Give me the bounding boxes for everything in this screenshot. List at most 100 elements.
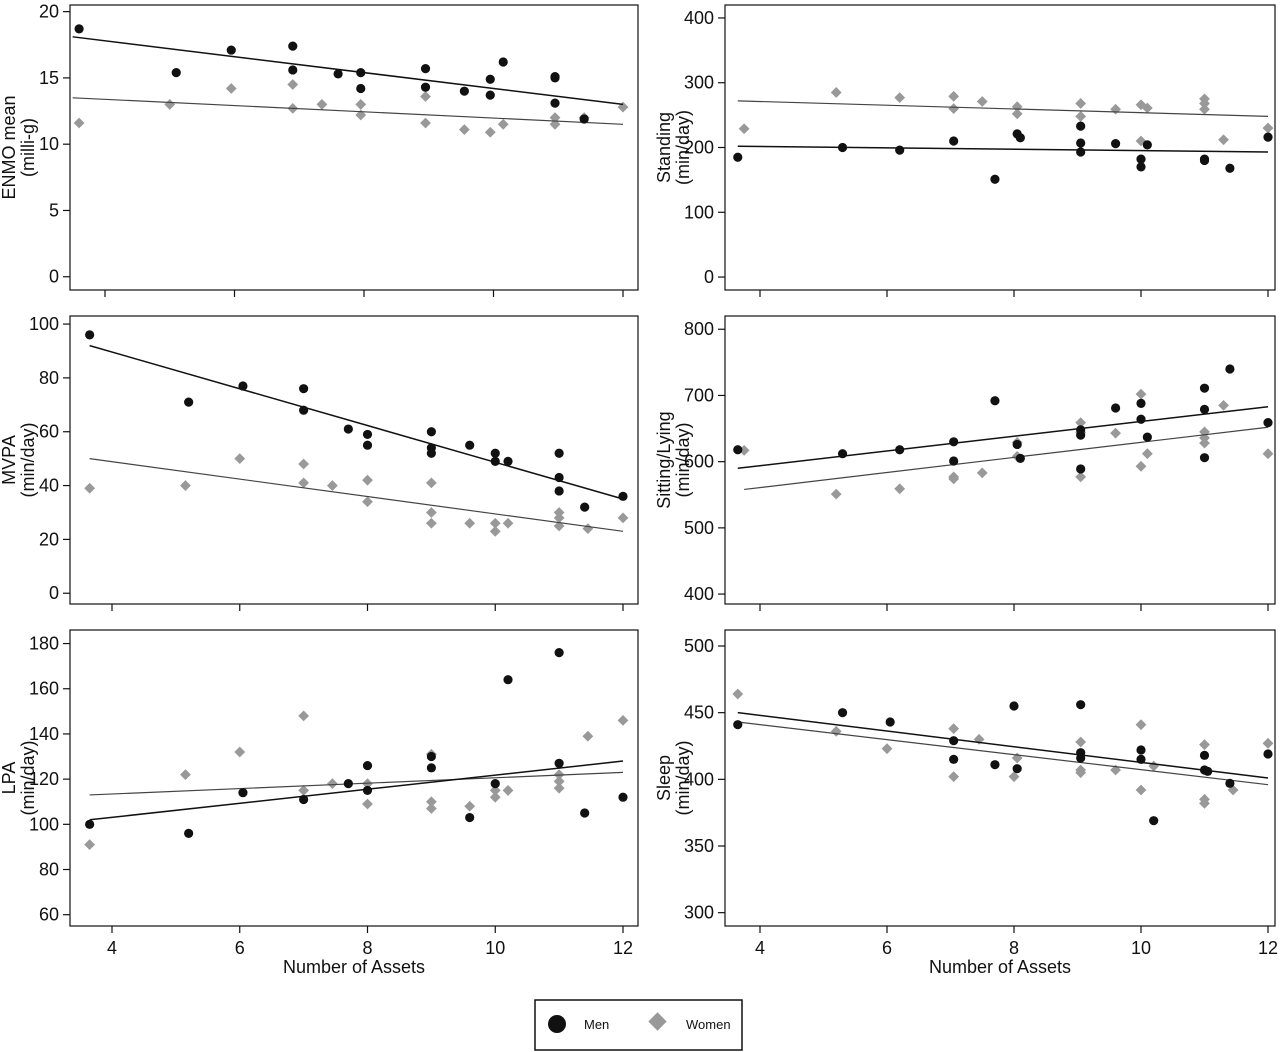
point-women: [1135, 460, 1147, 472]
point-women: [948, 103, 960, 115]
point-men: [1142, 140, 1152, 150]
trend-line-men: [737, 145, 1269, 153]
y-tick-label: 400: [684, 584, 714, 604]
point-men: [356, 83, 366, 94]
point-men: [1263, 132, 1273, 142]
y-axis-title: MVPA: [0, 435, 19, 485]
y-tick-label: 300: [684, 903, 714, 923]
point-women: [738, 123, 750, 135]
point-women: [553, 782, 565, 794]
point-men: [1142, 432, 1152, 442]
point-men: [238, 788, 248, 798]
point-women: [316, 99, 328, 110]
point-women: [948, 473, 960, 485]
point-women: [830, 87, 842, 98]
point-men: [1199, 453, 1210, 463]
point-men: [1076, 121, 1086, 131]
point-women: [489, 785, 501, 796]
point-men: [459, 86, 469, 96]
series-men: [733, 700, 1273, 826]
x-axis-title: Number of Assets: [929, 957, 1071, 977]
point-women: [830, 488, 842, 500]
trend-line-women: [737, 100, 1269, 118]
y-tick-label: 5: [49, 200, 59, 220]
point-women: [489, 517, 501, 529]
point-women: [1262, 448, 1274, 460]
point-men: [554, 486, 564, 496]
x-tick-label: 12: [613, 938, 633, 958]
y-tick-label: 140: [29, 724, 59, 744]
legend: Men Women: [534, 999, 743, 1051]
y-tick-label: 100: [684, 202, 714, 222]
point-men: [1136, 745, 1146, 755]
point-men: [85, 819, 95, 829]
x-tick-label: 4: [107, 938, 117, 958]
y-tick-label: 160: [29, 679, 59, 699]
point-women: [425, 517, 437, 529]
point-men: [184, 397, 194, 407]
point-women: [84, 482, 96, 494]
series-women: [84, 453, 629, 537]
point-men: [550, 98, 560, 108]
point-men: [362, 785, 373, 796]
y-tick-label: 60: [39, 905, 59, 925]
point-men: [1199, 155, 1210, 166]
point-men: [288, 65, 298, 75]
y-axis-unit: (min/day): [673, 110, 693, 185]
point-women: [1218, 134, 1229, 146]
point-women: [225, 83, 237, 94]
point-women: [1262, 737, 1274, 749]
y-tick-label: 500: [684, 518, 714, 538]
point-women: [894, 483, 906, 495]
y-axis-title: Sleep: [654, 755, 674, 801]
point-men: [580, 808, 590, 818]
plot-frame: [724, 629, 1276, 927]
point-women: [1135, 719, 1147, 731]
y-tick-label: 600: [684, 452, 714, 472]
point-men: [1263, 749, 1273, 759]
y-tick-label: 20: [39, 529, 59, 549]
series-women: [84, 710, 629, 851]
point-men: [1111, 139, 1121, 149]
point-men: [74, 24, 84, 34]
point-women: [1199, 98, 1210, 109]
point-women: [1075, 417, 1087, 428]
point-men: [171, 68, 181, 78]
point-women: [489, 791, 501, 803]
plot-frame: [69, 629, 639, 927]
x-tick-label: 8: [362, 938, 372, 958]
point-women: [1075, 471, 1087, 483]
point-men: [490, 448, 500, 458]
point-women: [298, 710, 310, 722]
point-women: [298, 458, 310, 470]
series-women: [737, 87, 1274, 147]
point-women: [948, 90, 960, 102]
point-women: [549, 112, 561, 124]
plot-frame: [724, 315, 1276, 605]
point-men: [1136, 162, 1146, 172]
point-women: [617, 512, 629, 524]
point-men: [554, 758, 564, 768]
y-tick-label: 0: [704, 267, 714, 287]
point-women: [355, 99, 367, 110]
y-tick-label: 10: [39, 134, 59, 154]
series-men: [85, 647, 628, 838]
point-men: [949, 456, 959, 466]
point-women: [1075, 736, 1087, 748]
point-men: [580, 502, 590, 512]
point-women: [362, 474, 373, 486]
point-women: [425, 477, 437, 489]
point-men: [343, 779, 353, 789]
series-men: [72, 24, 624, 124]
point-women: [502, 785, 514, 796]
trend-line-men: [89, 344, 624, 500]
y-tick-label: 15: [39, 68, 59, 88]
panel-4: 400 500 600 700 800 Sitting/Lying (min/day): [654, 315, 1276, 611]
point-women: [1075, 767, 1087, 779]
point-men: [426, 751, 436, 762]
point-women: [497, 118, 509, 130]
point-women: [881, 743, 893, 755]
point-women: [1110, 103, 1121, 115]
panel-3: 0 20 40 60 80 100 MVPA (min/day): [0, 314, 639, 611]
